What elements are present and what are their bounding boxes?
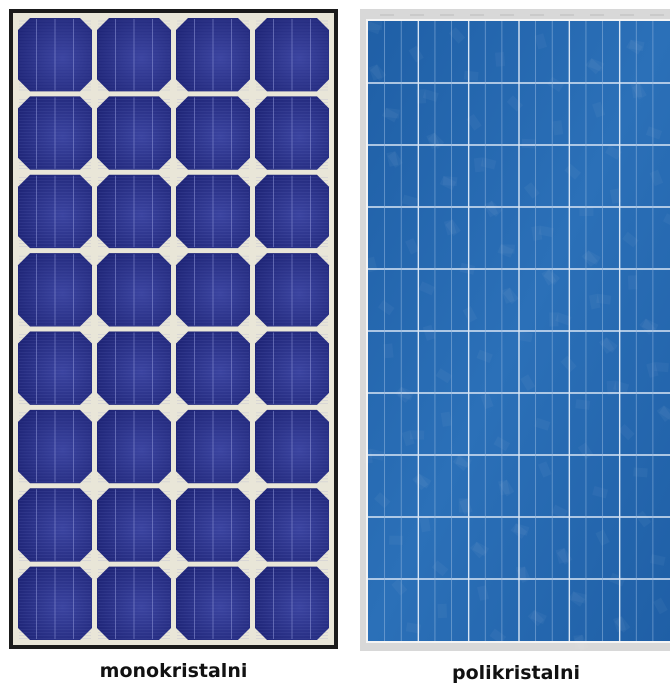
mono-cell — [97, 488, 171, 562]
mono-cell — [97, 566, 171, 640]
mono-cell — [97, 96, 171, 170]
mono-cell — [255, 96, 329, 170]
mono-cell — [97, 18, 171, 92]
mono-cell — [176, 18, 250, 92]
mono-cell — [255, 566, 329, 640]
polycrystalline-panel-image — [360, 9, 670, 651]
mono-cell — [255, 331, 329, 405]
mono-cell — [97, 331, 171, 405]
mono-cell — [176, 96, 250, 170]
mono-cell — [176, 174, 250, 249]
mono-cell — [18, 18, 92, 92]
mono-cell — [18, 253, 92, 327]
mono-cell — [18, 96, 92, 170]
mono-cell — [18, 566, 92, 640]
mono-cell — [18, 331, 92, 405]
mono-cell — [97, 174, 171, 249]
mono-cell — [255, 409, 329, 484]
mono-cell — [176, 331, 250, 405]
mono-cell — [97, 409, 171, 484]
polycrystalline-caption: polikristalni — [452, 662, 580, 684]
mono-cell — [18, 409, 92, 484]
mono-cell — [176, 253, 250, 327]
mono-cell — [176, 409, 250, 484]
mono-cell — [255, 174, 329, 249]
mono-cell — [255, 253, 329, 327]
monocrystalline-caption: monokristalni — [99, 660, 248, 682]
mono-cell — [18, 488, 92, 562]
mono-cell — [97, 253, 171, 327]
mono-cell — [18, 174, 92, 249]
mono-cell — [176, 566, 250, 640]
mono-cell — [176, 488, 250, 562]
mono-cell — [255, 18, 329, 92]
mono-cell — [255, 488, 329, 562]
monocrystalline-panel-image — [9, 9, 338, 649]
